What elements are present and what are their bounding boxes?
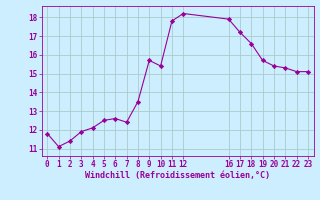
X-axis label: Windchill (Refroidissement éolien,°C): Windchill (Refroidissement éolien,°C): [85, 171, 270, 180]
